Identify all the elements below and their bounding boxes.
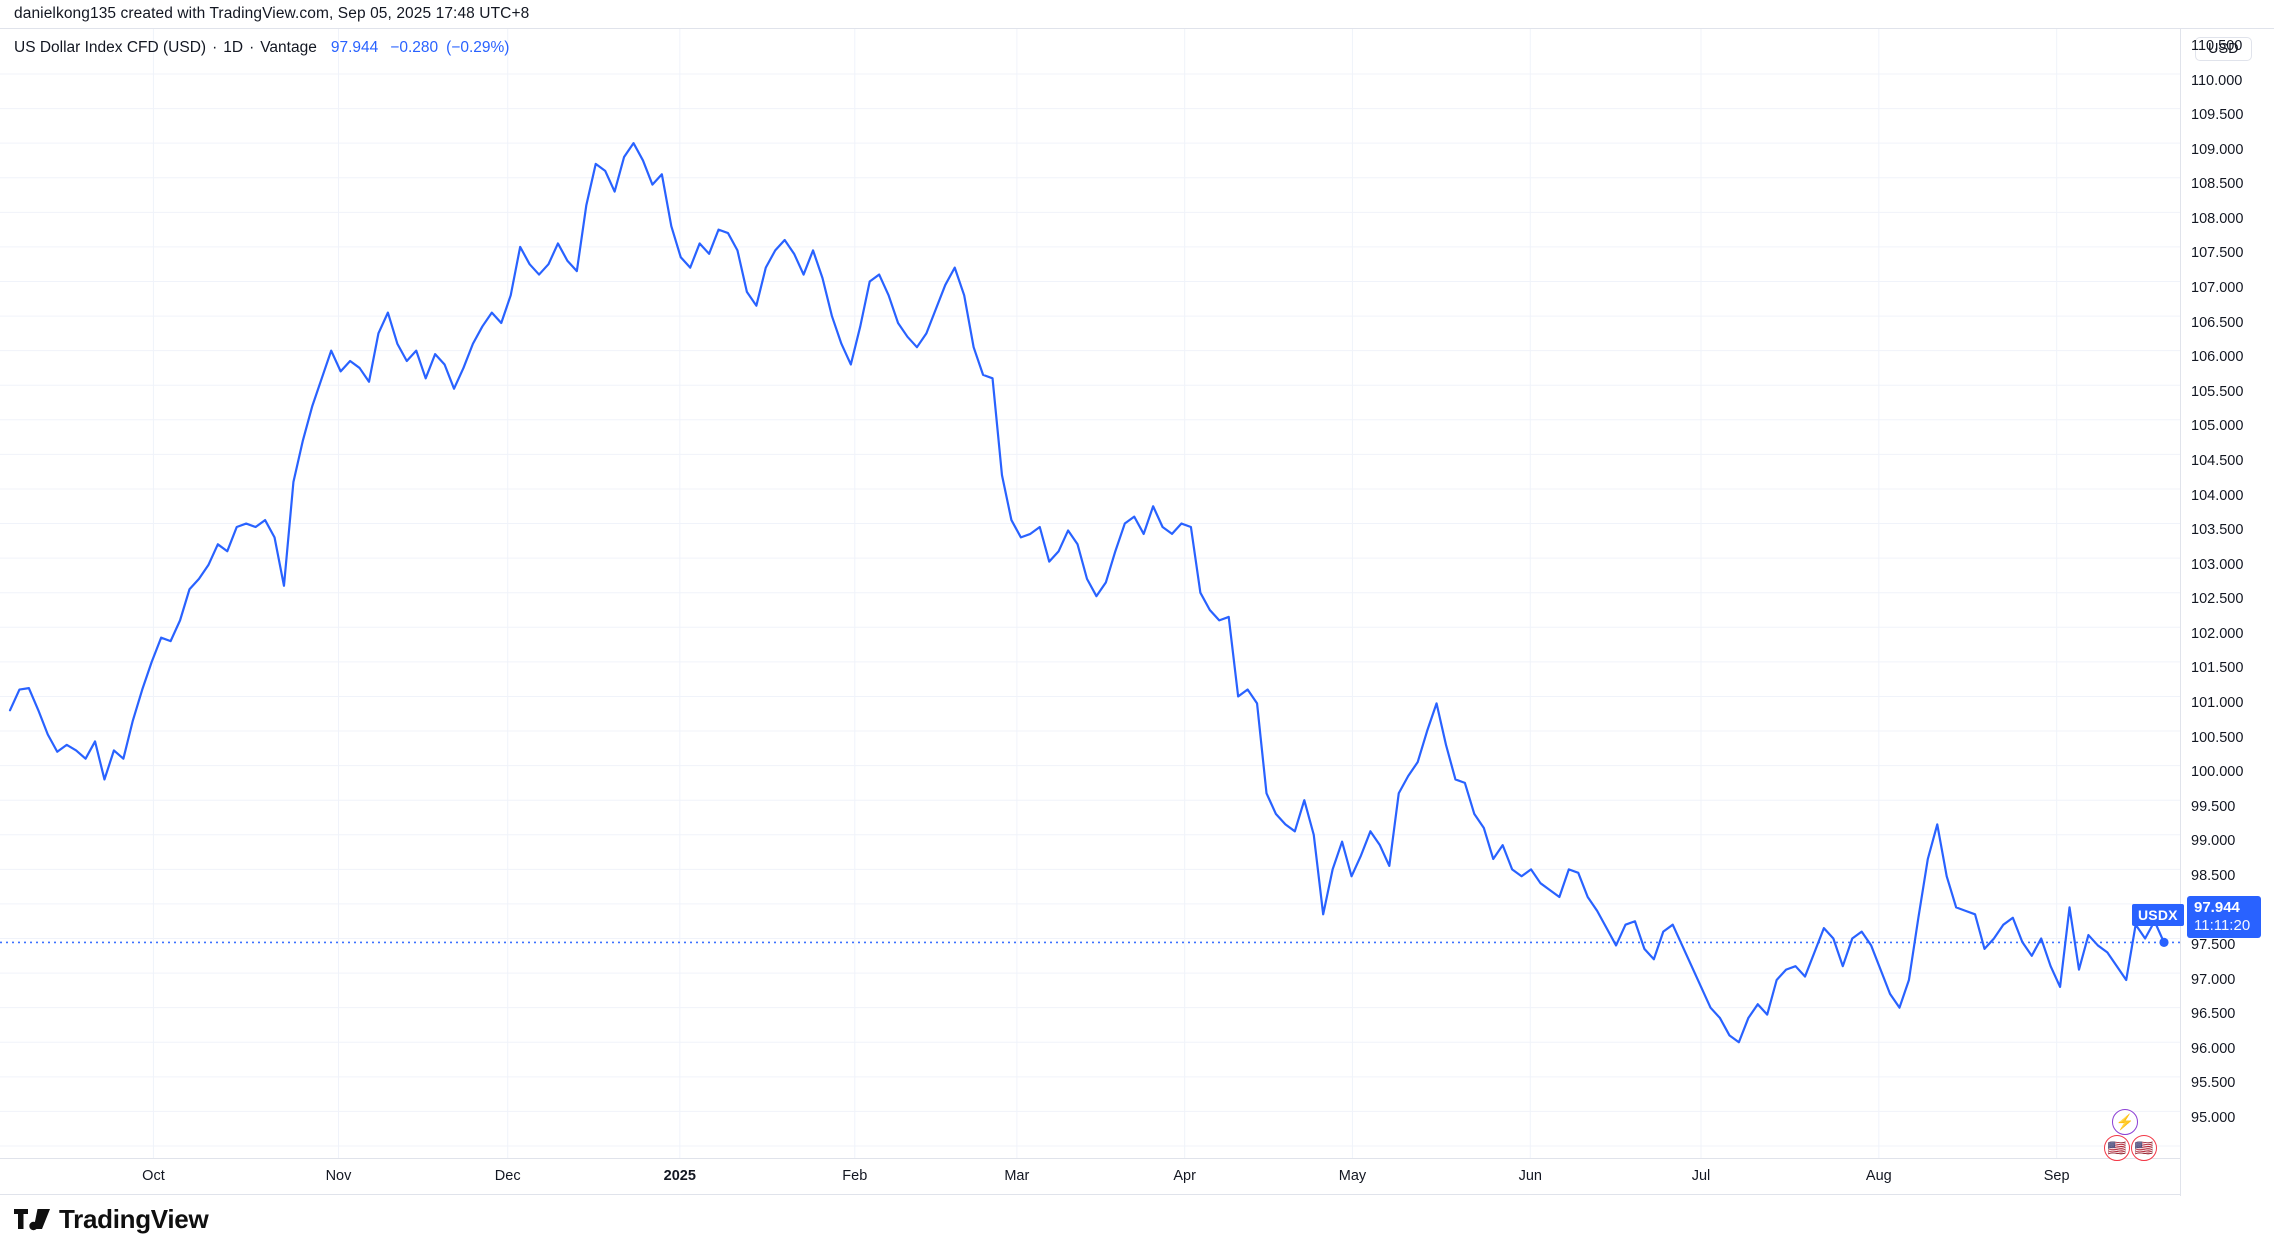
tradingview-logo[interactable]: TradingView (14, 1204, 209, 1235)
price-line-chart (0, 29, 2180, 1159)
time-tick: 2025 (663, 1168, 696, 1184)
plot-area[interactable] (0, 29, 2180, 1159)
price-tick: 110.000 (2191, 72, 2243, 89)
tradingview-wordmark: TradingView (59, 1204, 209, 1234)
current-price-badge[interactable]: 97.944 11:11:20 (2187, 896, 2261, 938)
time-tick: May (1338, 1168, 1367, 1184)
price-tick: 105.000 (2191, 418, 2244, 435)
legend-symbol[interactable]: US Dollar Index CFD (USD) (14, 39, 207, 56)
price-tick: 99.000 (2191, 833, 2236, 850)
us-flag-icon: 🇺🇸 (2134, 1139, 2154, 1157)
price-tick: 104.500 (2191, 452, 2244, 469)
time-tick: Dec (494, 1168, 521, 1184)
price-tick: 102.000 (2191, 625, 2244, 642)
price-tick: 99.500 (2191, 798, 2236, 815)
current-price-time: 11:11:20 (2194, 916, 2251, 934)
chart-legend: US Dollar Index CFD (USD) · 1D · Vantage… (14, 39, 509, 57)
legend-change: −0.280 (390, 39, 439, 56)
time-tick: Oct (142, 1168, 165, 1184)
time-tick: Apr (1173, 1168, 1196, 1184)
price-tick: 96.500 (2191, 1006, 2236, 1023)
price-tick: 106.000 (2191, 349, 2244, 366)
price-tick: 100.000 (2191, 764, 2244, 781)
price-tick: 108.500 (2191, 176, 2244, 193)
us-economic-event-marker-1-icon[interactable]: 🇺🇸 (2104, 1135, 2130, 1161)
price-tick: 97.500 (2191, 937, 2236, 954)
time-tick: Feb (842, 1168, 868, 1184)
price-tick: 107.000 (2191, 280, 2244, 297)
us-flag-icon: 🇺🇸 (2107, 1139, 2127, 1157)
legend-separator-2: · (249, 39, 255, 56)
chart-panel: US Dollar Index CFD (USD) · 1D · Vantage… (0, 28, 2274, 1196)
legend-separator-1: · (212, 39, 218, 56)
price-tick: 109.500 (2191, 107, 2244, 124)
current-price-value: 97.944 (2194, 899, 2240, 917)
legend-exchange: Vantage (260, 39, 317, 56)
price-tick: 110.500 (2191, 38, 2243, 54)
us-economic-event-marker-2-icon[interactable]: 🇺🇸 (2131, 1135, 2157, 1161)
price-tick: 101.000 (2191, 695, 2244, 712)
tradingview-logo-icon (14, 1208, 50, 1230)
legend-change-percent: (−0.29%) (446, 39, 510, 56)
lightning-bolt-icon: ⚡ (2115, 1113, 2135, 1131)
time-tick: Sep (2043, 1168, 2070, 1184)
attribution-line: danielkong135 created with TradingView.c… (14, 5, 530, 22)
footer: TradingView (0, 1196, 2274, 1243)
price-tick: 95.000 (2191, 1110, 2236, 1126)
time-tick: Jul (1691, 1168, 1711, 1184)
price-tick: 97.000 (2191, 971, 2236, 988)
price-tick: 98.500 (2191, 867, 2236, 884)
time-tick: Jun (1518, 1168, 1542, 1184)
price-tick: 103.000 (2191, 556, 2244, 573)
price-tick: 107.500 (2191, 245, 2244, 262)
price-tick: 103.500 (2191, 522, 2244, 539)
price-tick: 108.000 (2191, 210, 2244, 227)
time-tick: Mar (1004, 1168, 1030, 1184)
legend-interval[interactable]: 1D (223, 39, 244, 56)
price-tick: 102.500 (2191, 591, 2244, 608)
time-scale[interactable]: Oct Nov Dec 2025 Feb Mar Apr May Jun Jul Aug Sep (0, 1158, 2180, 1194)
price-tick: 104.000 (2191, 487, 2244, 504)
price-tick: 105.500 (2191, 383, 2244, 400)
price-tick: 95.500 (2191, 1075, 2236, 1092)
price-scale[interactable]: USD 110.500 110.000 109.500 109.000 108.500 1… (2180, 29, 2274, 1196)
price-tick: 101.500 (2191, 660, 2244, 677)
legend-last-price: 97.944 (330, 39, 379, 56)
symbol-price-tag: USDX (2132, 904, 2184, 927)
price-tick: 96.000 (2191, 1040, 2236, 1057)
time-tick: Aug (1865, 1168, 1892, 1184)
price-tick: 106.500 (2191, 314, 2244, 331)
time-tick: Nov (325, 1168, 352, 1184)
price-tick: 100.500 (2191, 729, 2244, 746)
price-scale-unit-badge[interactable]: USD (2195, 37, 2252, 61)
price-tick: 109.000 (2191, 141, 2244, 158)
earnings-bolt-marker-icon[interactable]: ⚡ (2112, 1109, 2138, 1135)
